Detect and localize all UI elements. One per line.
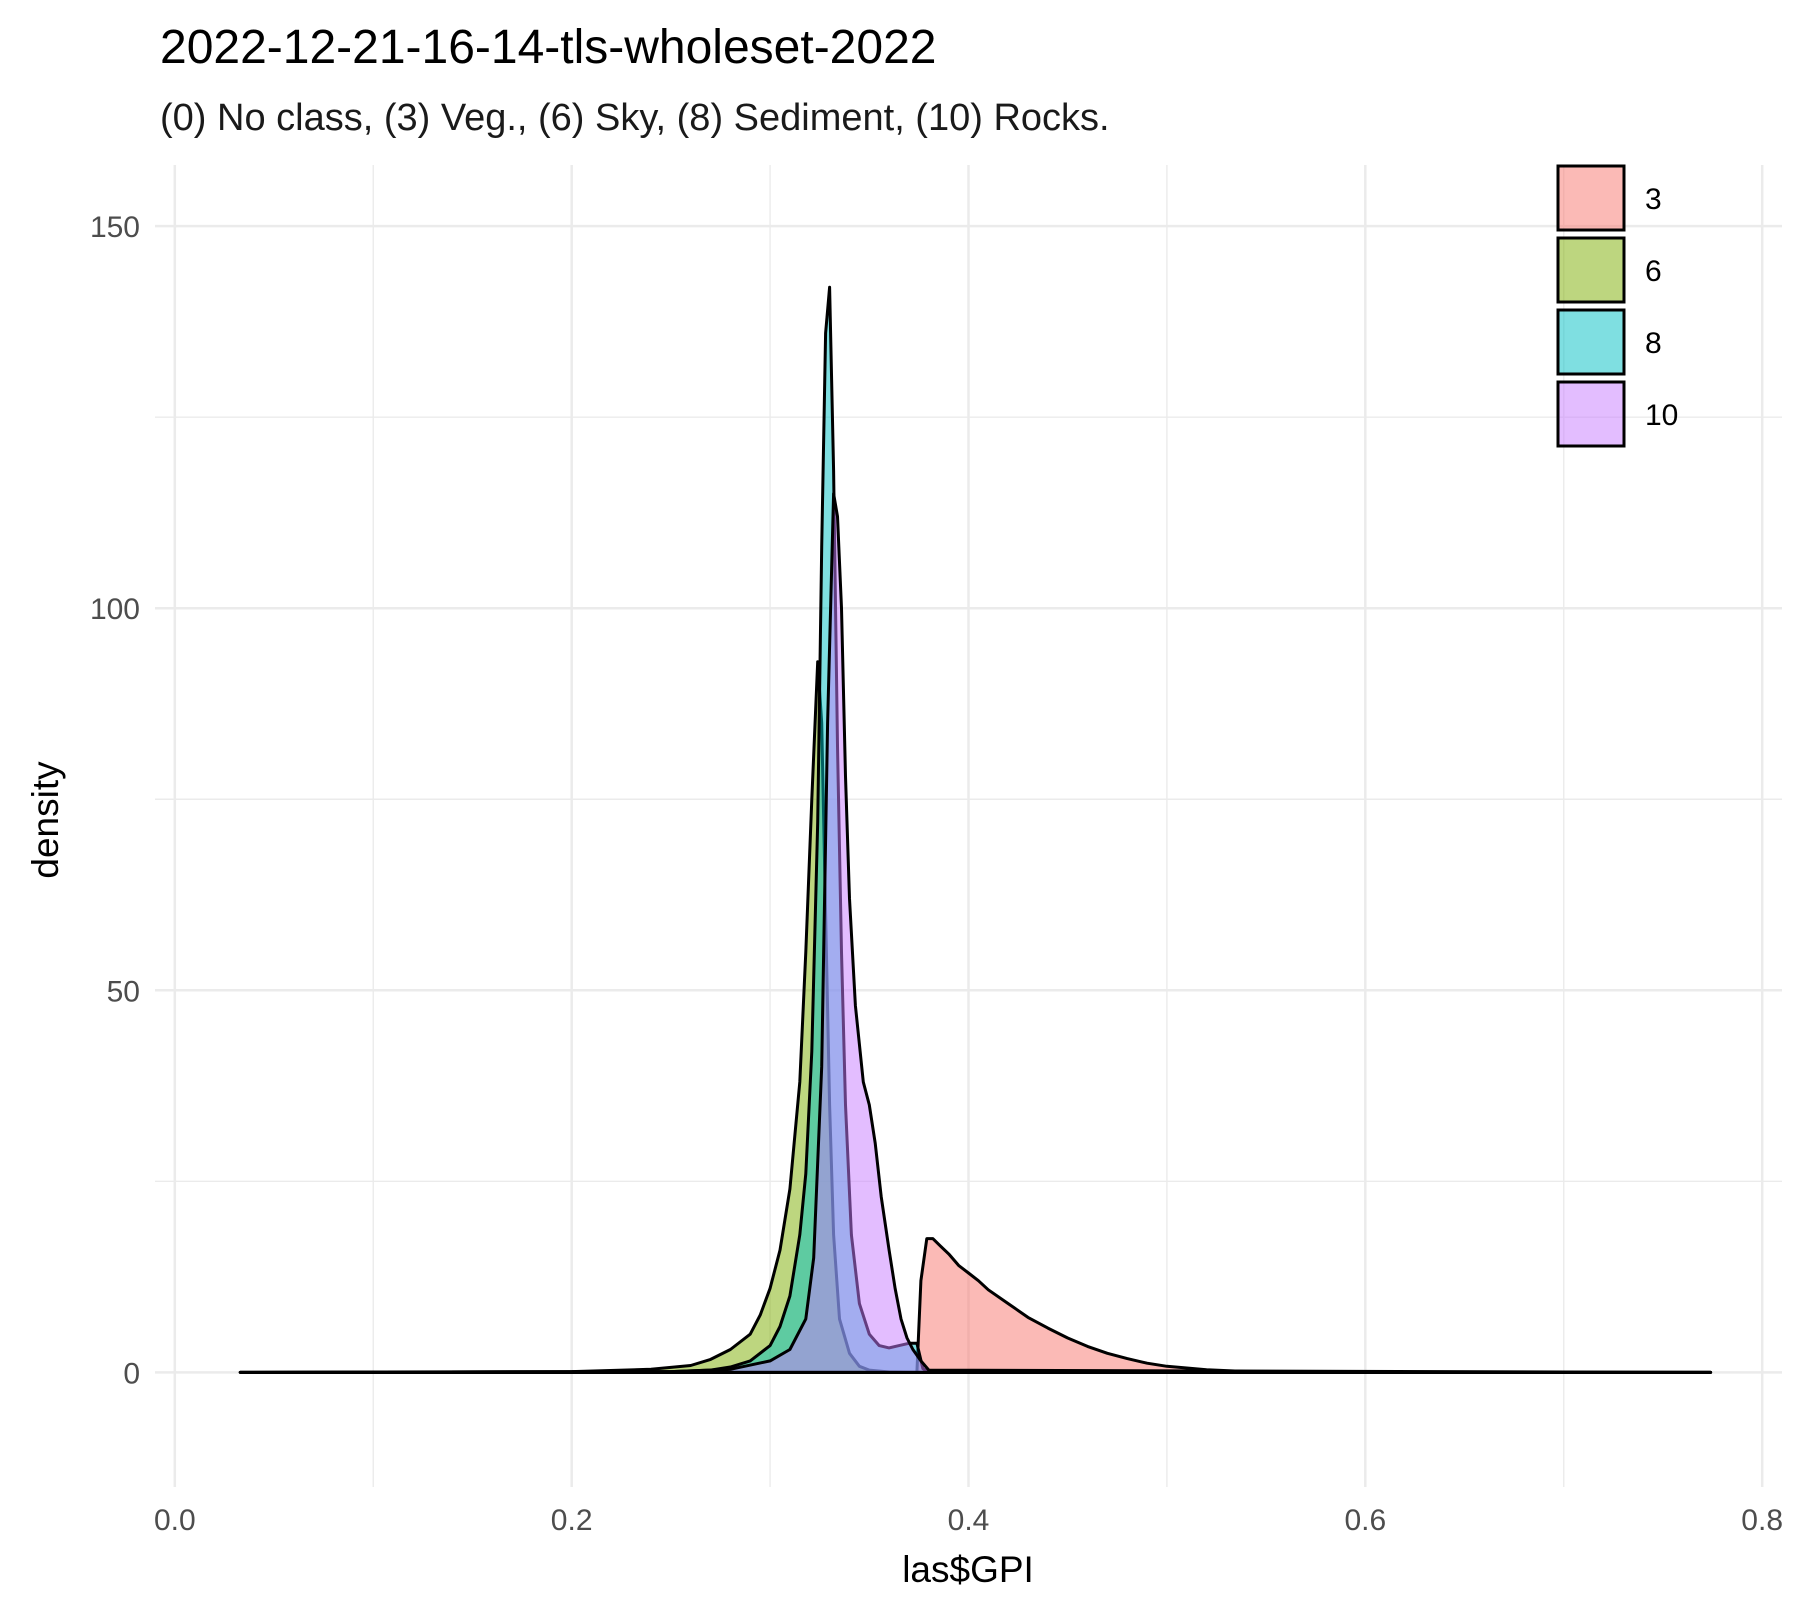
y-tick-label: 0 — [123, 1357, 140, 1390]
density-area-3 — [240, 1239, 1710, 1373]
legend-item-10: 10 — [1558, 382, 1678, 446]
density-area-6 — [240, 662, 1710, 1373]
x-axis-title: las$GPI — [902, 1549, 1034, 1590]
legend-item-6: 6 — [1558, 238, 1662, 302]
legend-label: 8 — [1645, 327, 1662, 360]
y-axis-title: density — [25, 761, 66, 879]
legend-item-3: 3 — [1558, 166, 1662, 230]
legend-key — [1558, 238, 1624, 302]
x-tick-label: 0.4 — [948, 1504, 990, 1537]
legend-key — [1558, 382, 1624, 446]
density-area-10 — [240, 494, 1710, 1373]
series-layer — [240, 287, 1710, 1372]
legend-item-8: 8 — [1558, 310, 1662, 374]
x-axis-ticks: 0.0 0.2 0.4 0.6 0.8 — [154, 1504, 1783, 1537]
x-tick-label: 0.6 — [1344, 1504, 1386, 1537]
legend-key — [1558, 310, 1624, 374]
y-axis-ticks: 0 50 100 150 — [90, 211, 140, 1390]
density-area-8 — [240, 287, 1710, 1372]
x-tick-label: 0.8 — [1741, 1504, 1783, 1537]
chart-subtitle: (0) No class, (3) Veg., (6) Sky, (8) Sed… — [160, 97, 1110, 139]
legend-key — [1558, 166, 1624, 230]
x-tick-label: 0.0 — [154, 1504, 196, 1537]
chart-title: 2022-12-21-16-14-tls-wholeset-2022 — [160, 21, 936, 74]
y-tick-label: 150 — [90, 211, 140, 244]
y-tick-label: 50 — [107, 975, 140, 1008]
y-tick-label: 100 — [90, 593, 140, 626]
legend-label: 3 — [1645, 183, 1662, 216]
x-tick-label: 0.2 — [551, 1504, 593, 1537]
legend-label: 10 — [1645, 399, 1678, 432]
legend: 3 6 8 10 — [1558, 166, 1678, 446]
legend-label: 6 — [1645, 255, 1662, 288]
